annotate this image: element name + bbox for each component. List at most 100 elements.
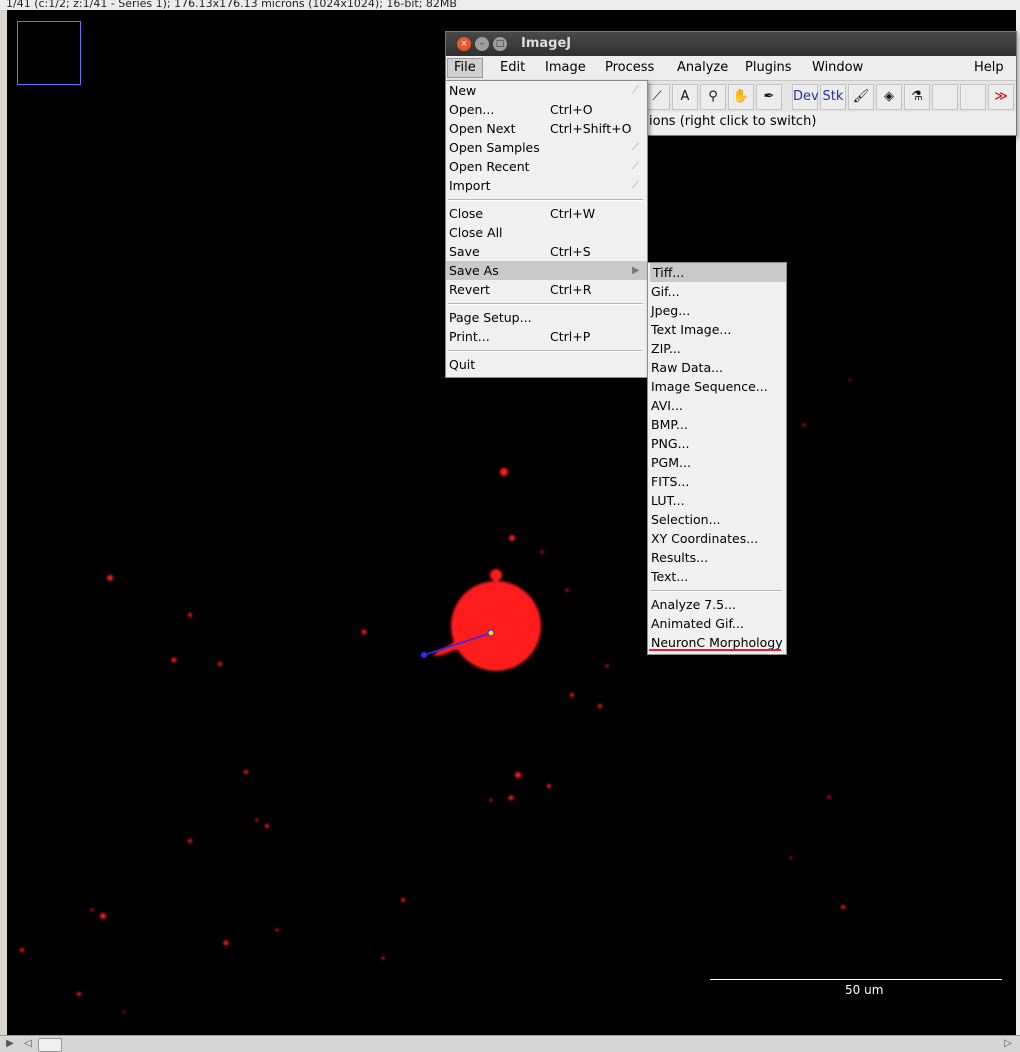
menu-file[interactable]: File [447,58,483,78]
horizontal-scrollbar[interactable]: ▶ ◁ ▷ [0,1035,1020,1052]
menu-item-close-all[interactable]: Close All [446,223,647,242]
fill-icon[interactable]: ◈ [876,84,902,110]
puncta [508,795,514,801]
magnifier-icon[interactable]: ⚲ [700,84,726,110]
menu-item-open-recent[interactable]: Open Recent ⟋ [446,157,647,176]
file-menu: New ⟋ Open... Ctrl+O Open Next Ctrl+Shift+O… [445,80,648,378]
play-icon[interactable]: ▶ [6,1038,14,1049]
save-as-item-jpeg[interactable]: Jpeg... [651,303,691,318]
puncta [570,693,574,697]
save-as-item-text[interactable]: Text... [651,569,689,584]
empty-tool-slot[interactable] [932,84,958,110]
save-as-item-image-sequence[interactable]: Image Sequence... [651,379,768,394]
menu-item-label: New [449,83,477,98]
puncta [275,928,279,932]
save-as-item-avi[interactable]: AVI... [651,398,683,413]
zoom-navigator[interactable] [17,21,81,85]
menu-separator [448,350,643,352]
menu-process[interactable]: Process [605,60,655,75]
menu-item-label: Open Samples [449,140,540,155]
menu-item-new[interactable]: New ⟋ [446,81,647,100]
close-window-button[interactable]: × [457,37,471,51]
menu-item-shortcut: Ctrl+W [550,206,596,221]
scroll-left-icon[interactable]: ◁ [24,1038,32,1049]
text-icon[interactable]: A [672,84,698,110]
menu-edit[interactable]: Edit [500,60,526,75]
save-as-item-png[interactable]: PNG... [651,436,690,451]
save-as-item-xy-coordinates[interactable]: XY Coordinates... [651,531,759,546]
menu-item-save[interactable]: Save Ctrl+S [446,242,647,261]
puncta [841,905,845,909]
menu-help[interactable]: Help [974,60,1004,75]
menu-item-save-as[interactable]: Save As ▶ [446,261,647,280]
save-as-item-raw-data[interactable]: Raw Data... [651,360,724,375]
brush-icon[interactable]: 🖌 [848,84,874,110]
menu-item-close[interactable]: Close Ctrl+W [446,204,647,223]
puncta [489,798,493,802]
menu-plugins[interactable]: Plugins [745,60,792,75]
save-as-item-animated-gif[interactable]: Animated Gif... [651,616,744,631]
maximize-window-button[interactable]: □ [493,37,507,51]
scroll-thumb[interactable] [38,1038,62,1052]
puncta [827,795,831,799]
puncta [540,550,544,554]
hand-icon[interactable]: ✋ [728,84,754,110]
save-as-item-fits[interactable]: FITS... [651,474,690,489]
scroll-right-icon[interactable]: ▷ [1004,1038,1012,1049]
menu-image[interactable]: Image [545,60,586,75]
menu-item-shortcut: Ctrl+O [550,102,593,117]
menu-analyze[interactable]: Analyze [677,60,729,75]
menu-item-label: Page Setup... [449,310,532,325]
window-title: ImageJ [521,36,572,51]
annotation-underline [649,649,781,651]
menu-item-open-next[interactable]: Open Next Ctrl+Shift+O [446,119,647,138]
menu-item-quit[interactable]: Quit [446,355,647,374]
save-as-item-gif[interactable]: Gif... [651,284,680,299]
menu-item-shortcut: Ctrl+R [550,282,592,297]
save-as-item-analyze[interactable]: Analyze 7.5... [651,597,737,612]
menu-item-label: Save As [449,263,499,278]
menu-item-label: Import [449,178,491,193]
save-as-item-text-image[interactable]: Text Image... [651,322,732,337]
menu-item-open[interactable]: Open... Ctrl+O [446,100,647,119]
save-as-item-selection[interactable]: Selection... [651,512,721,527]
more-tools-icon[interactable]: ≫ [988,84,1014,110]
wand-icon[interactable]: ⟋ [644,84,670,110]
puncta [20,948,24,952]
selection-handle-start [421,652,427,658]
cell-body [451,581,541,671]
menu-item-label: Close All [449,225,503,240]
submenu-arrow-icon: ⟋ [632,180,639,191]
submenu-arrow-icon: ▶ [632,265,640,276]
save-as-item-tiff[interactable]: Tiff... [650,263,786,282]
save-as-item-neuronc-morphology[interactable]: NeuronC Morphology [651,635,783,650]
dropper-icon[interactable]: ✒ [756,84,782,110]
puncta [255,818,259,822]
empty-tool-slot[interactable] [960,84,986,110]
save-as-item-pgm[interactable]: PGM... [651,455,691,470]
menu-item-import[interactable]: Import ⟋ [446,176,647,195]
menu-item-label: Open Recent [449,159,530,174]
puncta [90,908,94,912]
puncta [789,856,793,860]
menu-item-open-samples[interactable]: Open Samples ⟋ [446,138,647,157]
save-as-item-results[interactable]: Results... [651,550,709,565]
save-as-item-lut[interactable]: LUT... [651,493,685,508]
stk-button[interactable]: Stk [820,84,846,110]
minimize-window-button[interactable]: – [475,37,489,51]
menu-window[interactable]: Window [812,60,864,75]
puncta [605,664,609,668]
save-as-item-zip[interactable]: ZIP... [651,341,681,356]
puncta [100,913,106,919]
imagej-titlebar[interactable]: × – □ ImageJ [446,32,1016,56]
pipette-icon[interactable]: ⚗ [904,84,930,110]
puncta [171,657,177,663]
menu-item-page-setup[interactable]: Page Setup... [446,308,647,327]
menu-item-revert[interactable]: Revert Ctrl+R [446,280,647,299]
menu-item-print[interactable]: Print... Ctrl+P [446,327,647,346]
save-as-item-bmp[interactable]: BMP... [651,417,688,432]
menu-item-label: Quit [449,357,476,372]
dev-button[interactable]: Dev [792,84,819,110]
menubar: File Edit Image Process Analyze Plugins … [446,56,1016,81]
puncta [598,704,602,708]
